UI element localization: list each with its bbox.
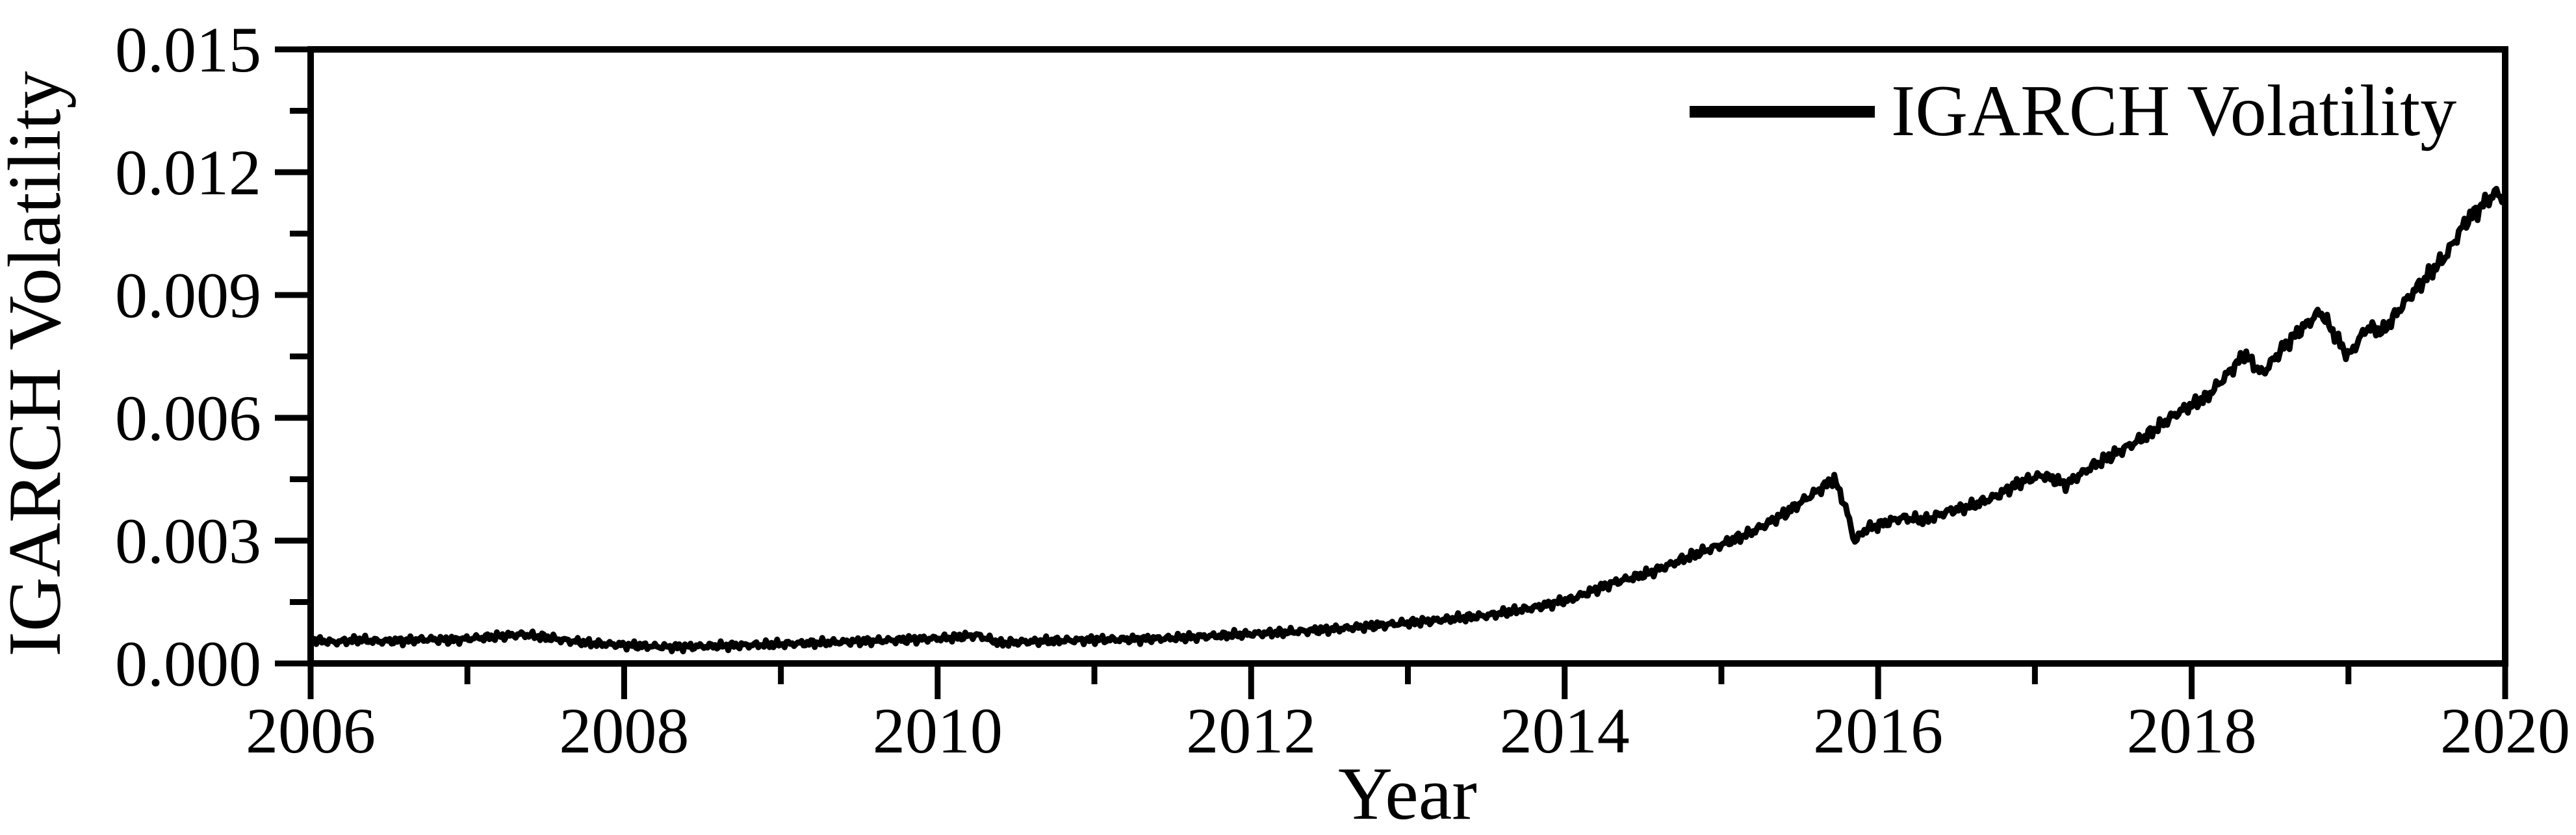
x-axis-title: Year: [1338, 752, 1477, 832]
x-tick-label: 2008: [559, 695, 689, 767]
plot-border: [307, 46, 2508, 667]
x-tick-label: 2012: [1186, 695, 1316, 767]
axis-ticks: [275, 46, 2508, 699]
y-tick-label: 0.000: [115, 628, 261, 700]
x-tick-label: 2020: [2440, 695, 2570, 767]
x-tick-label: 2014: [1500, 695, 1630, 767]
y-tick-label: 0.015: [115, 14, 261, 86]
y-tick-label: 0.003: [115, 505, 261, 577]
axis-tick-labels: 2006 2008 2010 2012 2014 2016 2018 2020 0.000 0.0…: [115, 14, 2570, 767]
x-tick-label: 2018: [2127, 695, 2257, 767]
igarch-volatility-series-line: [307, 186, 2507, 654]
legend: IGARCH Volatility: [1690, 71, 2456, 151]
x-tick-label: 2006: [246, 695, 376, 767]
y-tick-label: 0.006: [115, 382, 261, 454]
y-axis-title: IGARCH Volatility: [0, 71, 77, 656]
x-tick-label: 2010: [873, 695, 1003, 767]
x-tick-label: 2016: [1813, 695, 1943, 767]
y-tick-label: 0.012: [115, 136, 261, 209]
legend-label: IGARCH Volatility: [1891, 71, 2456, 151]
y-tick-label: 0.009: [115, 259, 261, 331]
